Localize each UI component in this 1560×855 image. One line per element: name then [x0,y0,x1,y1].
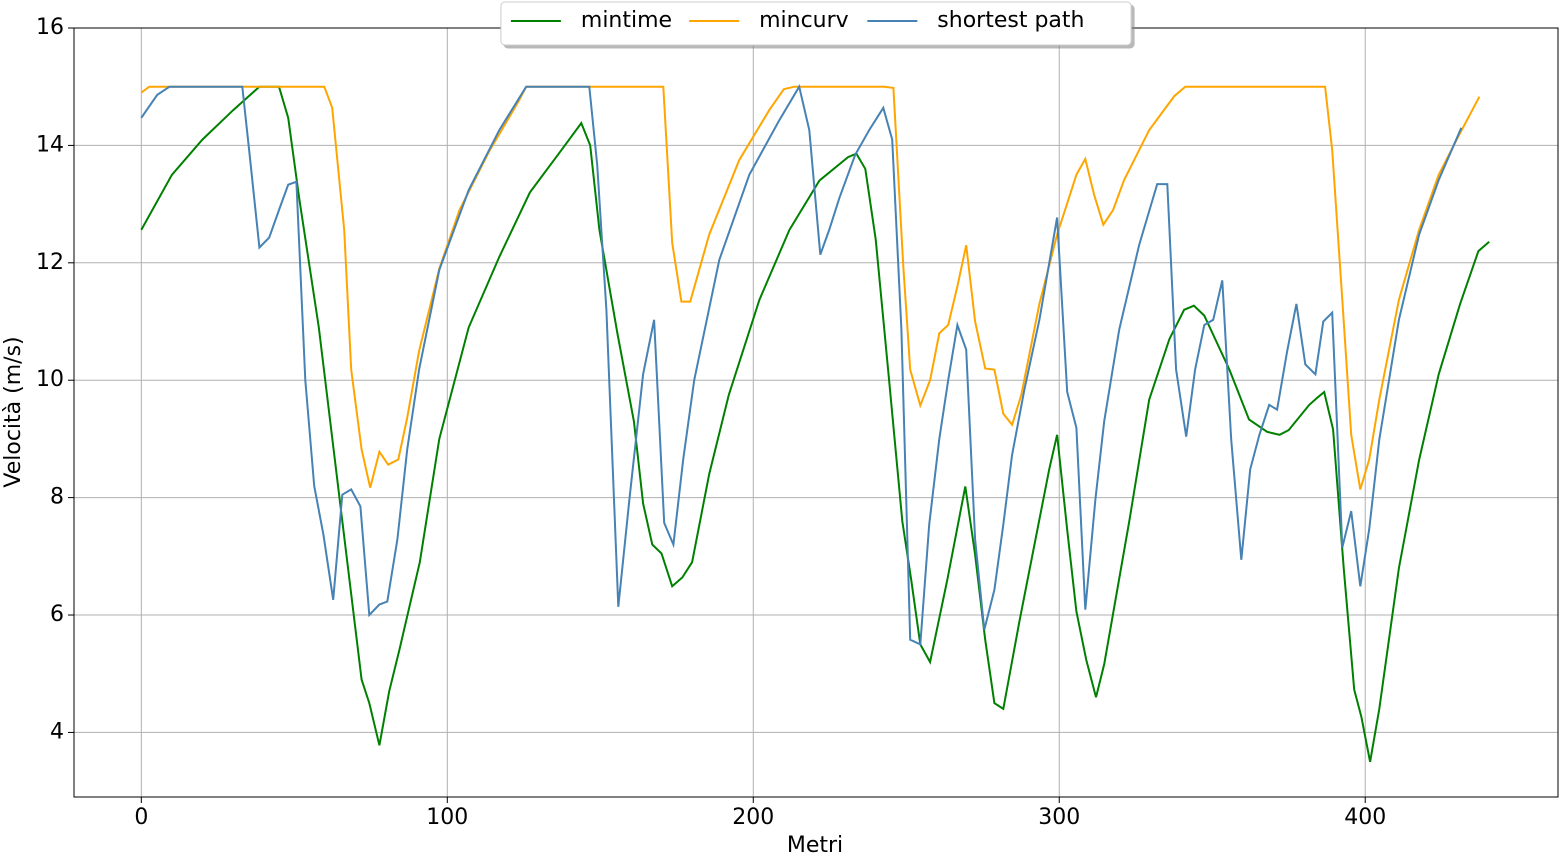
legend: mintime mincurv shortest path [500,1,1132,46]
x-tick-label: 0 [134,805,148,830]
legend-box [500,1,1132,46]
y-tick-label: 8 [50,485,64,510]
legend-label: mintime [581,8,672,33]
series-line [140,84,1463,646]
y-tick-label: 12 [36,250,64,275]
y-axis-label: Velocità (m/s) [1,336,26,487]
legend-label: shortest path [937,8,1084,33]
plot-frame [73,27,1559,798]
y-tick-label: 4 [50,719,64,744]
x-tick-label: 100 [426,805,468,830]
y-tick-label: 6 [50,602,64,627]
y-tick-label: 16 [36,15,64,40]
x-tick-label: 200 [732,805,774,830]
series-line [140,85,1481,490]
x-tick-label: 400 [1344,805,1386,830]
y-tick-label: 10 [36,367,64,392]
y-tick-label: 14 [36,132,64,157]
legend-label: mincurv [759,8,849,33]
x-tick-label: 300 [1038,805,1080,830]
x-axis-label: Metri [787,833,843,855]
